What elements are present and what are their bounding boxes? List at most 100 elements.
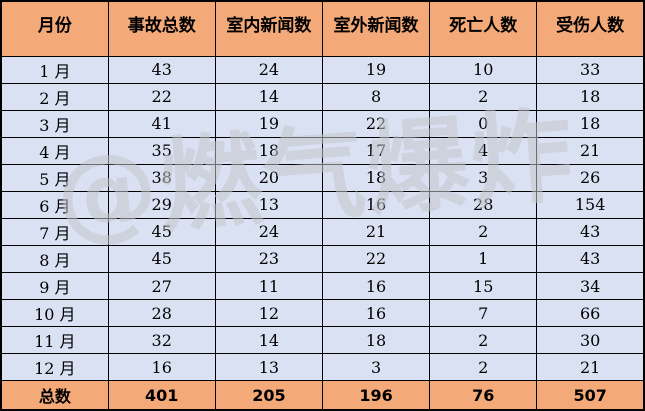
- value-cell: 43: [536, 244, 645, 274]
- month-cell: 7 月: [0, 217, 109, 246]
- value-cell: 3: [321, 353, 431, 382]
- value-cell: 205: [214, 380, 323, 411]
- value-cell: 33: [536, 55, 645, 84]
- col-header-outdoor-news-count: 室外新闻数: [321, 0, 431, 57]
- value-cell: 21: [536, 353, 645, 382]
- value-cell: 11: [214, 271, 323, 301]
- value-cell: 12: [214, 299, 323, 328]
- value-cell: 19: [214, 109, 323, 138]
- month-cell: 1 月: [0, 55, 109, 84]
- value-cell: 18: [321, 326, 431, 355]
- value-cell: 24: [214, 55, 323, 84]
- value-cell: 507: [536, 380, 645, 411]
- table-row: 12 月 16 13 3 2 21: [0, 353, 645, 382]
- value-cell: 17: [321, 136, 431, 165]
- value-cell: 20: [214, 163, 323, 192]
- total-row: 总数 401 205 196 76 507: [0, 380, 645, 411]
- table-row: 7 月 45 24 21 2 43: [0, 217, 645, 246]
- value-cell: 38: [107, 163, 216, 192]
- value-cell: 15: [429, 271, 538, 301]
- value-cell: 196: [321, 380, 431, 411]
- table-row: 4 月 35 18 17 4 21: [0, 136, 645, 165]
- value-cell: 2: [429, 326, 538, 355]
- value-cell: 18: [536, 82, 645, 111]
- value-cell: 16: [321, 271, 431, 301]
- table-row: 11 月 32 14 18 2 30: [0, 326, 645, 355]
- value-cell: 154: [536, 190, 645, 219]
- value-cell: 16: [321, 299, 431, 328]
- col-header-month: 月份: [0, 0, 109, 57]
- value-cell: 27: [107, 271, 216, 301]
- month-cell: 3 月: [0, 109, 109, 138]
- value-cell: 18: [321, 163, 431, 192]
- value-cell: 45: [107, 217, 216, 246]
- value-cell: 4: [429, 136, 538, 165]
- value-cell: 10: [429, 55, 538, 84]
- month-cell: 4 月: [0, 136, 109, 165]
- table-row: 5 月 38 20 18 3 26: [0, 163, 645, 192]
- col-header-indoor-news-count: 室内新闻数: [214, 0, 323, 57]
- value-cell: 35: [107, 136, 216, 165]
- table-row: 1 月 43 24 19 10 33: [0, 55, 645, 84]
- col-header-death-count: 死亡人数: [429, 0, 538, 57]
- value-cell: 13: [214, 353, 323, 382]
- month-cell: 2 月: [0, 82, 109, 111]
- value-cell: 22: [321, 109, 431, 138]
- value-cell: 43: [107, 55, 216, 84]
- table-row: 2 月 22 14 8 2 18: [0, 82, 645, 111]
- value-cell: 8: [321, 82, 431, 111]
- value-cell: 14: [214, 326, 323, 355]
- value-cell: 3: [429, 163, 538, 192]
- table-row: 9 月 27 11 16 15 34: [0, 271, 645, 301]
- table-row: 3 月 41 19 22 0 18: [0, 109, 645, 138]
- month-cell: 11 月: [0, 326, 109, 355]
- table-row: 8 月 45 23 22 1 43: [0, 244, 645, 274]
- value-cell: 22: [107, 82, 216, 111]
- value-cell: 13: [214, 190, 323, 219]
- value-cell: 41: [107, 109, 216, 138]
- month-cell: 10 月: [0, 299, 109, 328]
- value-cell: 32: [107, 326, 216, 355]
- value-cell: 22: [321, 244, 431, 274]
- value-cell: 29: [107, 190, 216, 219]
- value-cell: 0: [429, 109, 538, 138]
- value-cell: 45: [107, 244, 216, 274]
- value-cell: 401: [107, 380, 216, 411]
- value-cell: 16: [321, 190, 431, 219]
- value-cell: 43: [536, 217, 645, 246]
- value-cell: 28: [107, 299, 216, 328]
- total-label-cell: 总数: [0, 380, 109, 411]
- table-row: 10 月 28 12 16 7 66: [0, 299, 645, 328]
- value-cell: 21: [536, 136, 645, 165]
- value-cell: 18: [536, 109, 645, 138]
- value-cell: 7: [429, 299, 538, 328]
- col-header-accident-total: 事故总数: [107, 0, 216, 57]
- value-cell: 2: [429, 353, 538, 382]
- month-cell: 8 月: [0, 244, 109, 274]
- value-cell: 30: [536, 326, 645, 355]
- table-header: 月份 事故总数 室内新闻数 室外新闻数 死亡人数 受伤人数: [0, 0, 645, 57]
- value-cell: 1: [429, 244, 538, 274]
- month-cell: 6 月: [0, 190, 109, 219]
- value-cell: 18: [214, 136, 323, 165]
- value-cell: 34: [536, 271, 645, 301]
- value-cell: 76: [429, 380, 538, 411]
- value-cell: 14: [214, 82, 323, 111]
- value-cell: 23: [214, 244, 323, 274]
- value-cell: 66: [536, 299, 645, 328]
- value-cell: 19: [321, 55, 431, 84]
- month-cell: 12 月: [0, 353, 109, 382]
- col-header-injury-count: 受伤人数: [536, 0, 645, 57]
- month-cell: 9 月: [0, 271, 109, 301]
- value-cell: 26: [536, 163, 645, 192]
- value-cell: 28: [429, 190, 538, 219]
- value-cell: 16: [107, 353, 216, 382]
- value-cell: 2: [429, 82, 538, 111]
- table-row: 6 月 29 13 16 28 154: [0, 190, 645, 219]
- value-cell: 2: [429, 217, 538, 246]
- value-cell: 21: [321, 217, 431, 246]
- header-row: 月份 事故总数 室内新闻数 室外新闻数 死亡人数 受伤人数: [0, 0, 645, 57]
